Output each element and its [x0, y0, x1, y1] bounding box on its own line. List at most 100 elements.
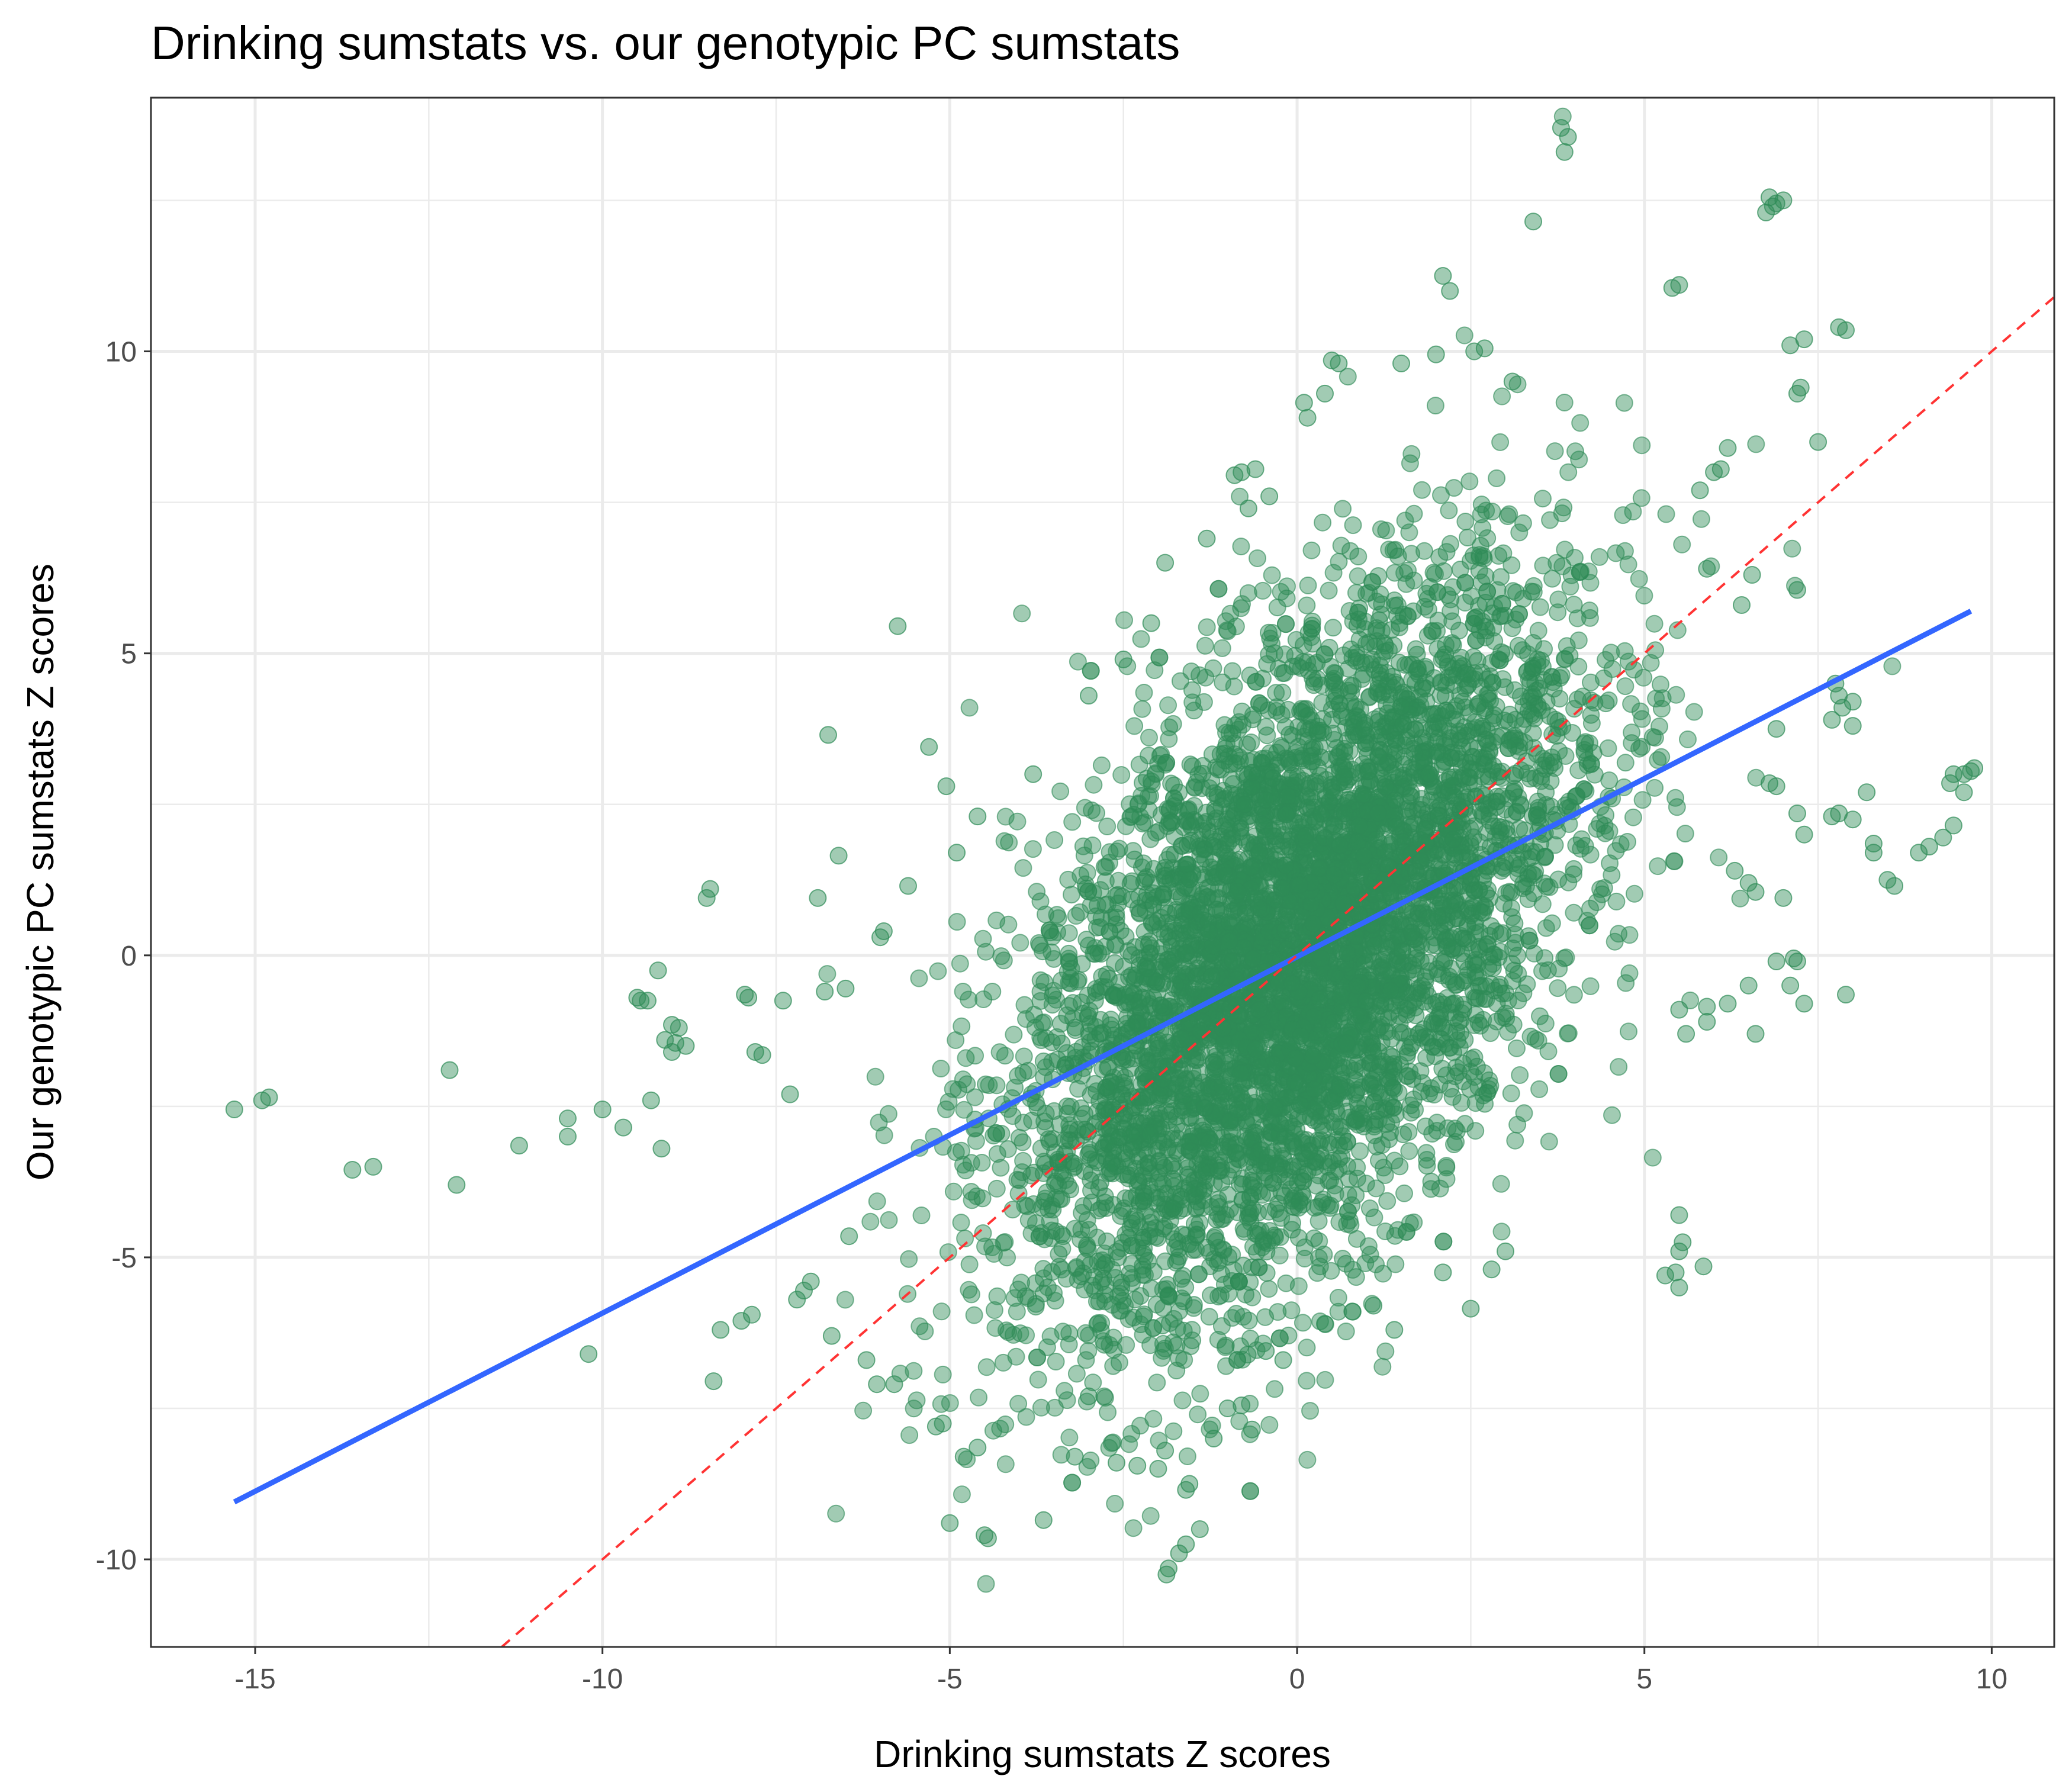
data-point — [1101, 843, 1119, 861]
data-point — [996, 1415, 1015, 1433]
data-point — [1623, 723, 1641, 742]
data-point — [854, 1401, 873, 1420]
data-point — [951, 954, 969, 973]
data-point — [1341, 542, 1359, 560]
data-point — [1150, 1431, 1168, 1450]
data-point — [1298, 1450, 1317, 1469]
data-point — [1646, 778, 1664, 797]
data-point — [1249, 549, 1266, 567]
data-point — [1378, 1192, 1397, 1210]
data-point — [1400, 1142, 1418, 1160]
data-point — [1106, 1495, 1124, 1513]
data-point — [1032, 1031, 1050, 1049]
data-point — [1559, 1024, 1577, 1043]
data-point — [1572, 830, 1591, 848]
data-point — [960, 1255, 979, 1273]
data-point — [1337, 1323, 1355, 1340]
data-point — [1430, 1076, 1449, 1094]
data-point — [1098, 1232, 1116, 1250]
data-point — [1783, 539, 1801, 558]
data-point — [1529, 622, 1547, 640]
data-point — [1260, 1415, 1279, 1434]
data-point — [1747, 435, 1765, 453]
data-point — [1559, 463, 1578, 481]
data-point — [880, 1211, 898, 1229]
data-point — [868, 1192, 886, 1211]
data-point — [1652, 675, 1669, 694]
data-point — [1649, 857, 1667, 876]
data-point — [1173, 1391, 1192, 1410]
data-point — [1258, 655, 1276, 673]
data-point — [1376, 1166, 1394, 1184]
data-point — [1082, 1451, 1100, 1469]
data-point — [1256, 1308, 1275, 1326]
data-point — [1326, 1118, 1344, 1136]
data-point — [1635, 668, 1653, 687]
data-point — [1015, 1047, 1033, 1066]
data-point — [1603, 1106, 1621, 1124]
data-point — [1076, 799, 1094, 817]
data-point — [1510, 523, 1529, 542]
data-point — [1635, 587, 1653, 605]
data-point — [1491, 433, 1510, 451]
data-point — [1531, 598, 1549, 616]
data-point — [1616, 677, 1635, 696]
data-point — [1402, 445, 1421, 463]
data-point — [1243, 710, 1262, 729]
data-point — [1493, 387, 1511, 406]
data-point — [1287, 630, 1305, 649]
data-point — [1630, 570, 1648, 588]
data-point — [1257, 1264, 1276, 1282]
data-point — [1254, 581, 1272, 600]
data-point — [1260, 1280, 1278, 1298]
data-point — [1043, 943, 1061, 961]
data-point — [1191, 1385, 1209, 1403]
data-point — [1692, 510, 1710, 528]
data-point — [1653, 689, 1672, 707]
data-point — [970, 1388, 988, 1407]
data-point — [1301, 1402, 1319, 1420]
data-point — [1096, 1389, 1114, 1407]
data-point — [1266, 1380, 1284, 1398]
data-point — [1413, 481, 1431, 499]
data-point — [1492, 1175, 1510, 1193]
data-point — [1159, 696, 1177, 715]
data-point — [1189, 1405, 1207, 1424]
data-point — [1456, 513, 1475, 530]
data-point — [1217, 1336, 1235, 1354]
data-point — [861, 1212, 880, 1231]
data-point — [1198, 618, 1216, 636]
data-point — [944, 1182, 963, 1201]
data-point — [1455, 326, 1473, 345]
data-point — [1602, 644, 1620, 662]
data-point — [827, 1504, 845, 1523]
data-point — [1000, 834, 1018, 852]
data-point — [866, 1067, 884, 1086]
data-point — [960, 699, 979, 717]
data-point — [1029, 1370, 1047, 1389]
data-point — [1710, 848, 1728, 867]
data-point — [1233, 595, 1251, 613]
data-point — [1013, 604, 1031, 623]
data-point — [1124, 1519, 1143, 1537]
data-point — [1365, 1208, 1384, 1227]
data-point — [1492, 1222, 1511, 1241]
data-point — [1633, 710, 1651, 728]
data-point — [1377, 522, 1395, 540]
data-point — [1164, 715, 1182, 733]
data-point — [1148, 1373, 1166, 1392]
data-point — [1565, 986, 1583, 1004]
data-point — [1581, 609, 1599, 627]
data-point — [1305, 1229, 1323, 1247]
data-point — [1622, 695, 1640, 713]
data-point — [1298, 1372, 1316, 1390]
data-point — [958, 1450, 976, 1468]
data-point — [953, 1017, 971, 1035]
data-point — [1679, 730, 1697, 748]
data-point — [941, 1394, 959, 1412]
data-point — [1460, 472, 1479, 491]
data-point — [1473, 519, 1492, 537]
data-point — [1222, 770, 1240, 789]
data-point — [934, 1365, 952, 1384]
data-point — [987, 1179, 1006, 1198]
